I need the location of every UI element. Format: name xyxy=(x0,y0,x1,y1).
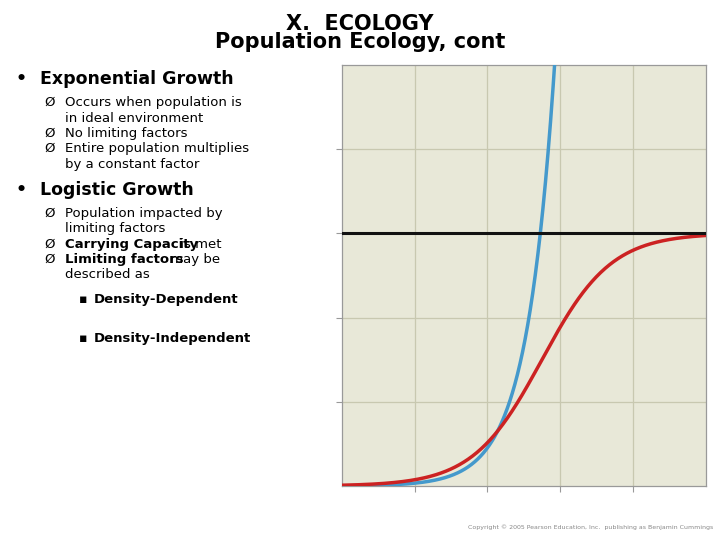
Text: Ø: Ø xyxy=(45,142,55,155)
Text: Copyright © 2005 Pearson Education, Inc.  publishing as Benjamin Cummings: Copyright © 2005 Pearson Education, Inc.… xyxy=(467,525,713,530)
Text: ▪: ▪ xyxy=(79,332,88,345)
Text: in ideal environment: in ideal environment xyxy=(65,112,203,125)
Text: Ø: Ø xyxy=(45,253,55,266)
Text: Ø: Ø xyxy=(45,238,55,251)
Text: Population impacted by: Population impacted by xyxy=(65,207,222,220)
Text: Occurs when population is: Occurs when population is xyxy=(65,96,241,109)
Text: •: • xyxy=(16,70,27,88)
Text: •: • xyxy=(16,181,27,199)
Text: Carrying Capacity: Carrying Capacity xyxy=(65,238,198,251)
Text: X.  ECOLOGY: X. ECOLOGY xyxy=(287,14,433,33)
Text: Population Ecology, cont: Population Ecology, cont xyxy=(215,32,505,52)
Text: Logistic Growth: Logistic Growth xyxy=(40,181,194,199)
Text: No limiting factors: No limiting factors xyxy=(65,127,187,140)
Text: Entire population multiplies: Entire population multiplies xyxy=(65,142,249,155)
Text: Ø: Ø xyxy=(45,127,55,140)
Text: ▪: ▪ xyxy=(79,293,88,306)
Text: described as: described as xyxy=(65,268,150,281)
Text: Ø: Ø xyxy=(45,207,55,220)
Text: may be: may be xyxy=(166,253,220,266)
Text: by a constant factor: by a constant factor xyxy=(65,158,199,171)
Text: limiting factors: limiting factors xyxy=(65,222,165,235)
Text: Exponential Growth: Exponential Growth xyxy=(40,70,233,88)
Text: Ø: Ø xyxy=(45,96,55,109)
Text: is met: is met xyxy=(176,238,222,251)
Text: Density-Independent: Density-Independent xyxy=(94,332,251,345)
Text: Density-Dependent: Density-Dependent xyxy=(94,293,238,306)
Text: Limiting factors: Limiting factors xyxy=(65,253,184,266)
